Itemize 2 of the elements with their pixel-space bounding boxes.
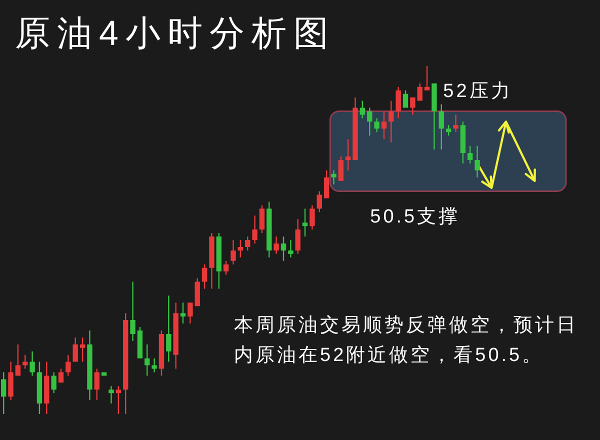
title: 原油4小时分析图 <box>15 14 336 53</box>
note: 本周原油交易顺势反弹做空，预计日内原油在52附近做空，看50.5。 <box>234 315 578 366</box>
